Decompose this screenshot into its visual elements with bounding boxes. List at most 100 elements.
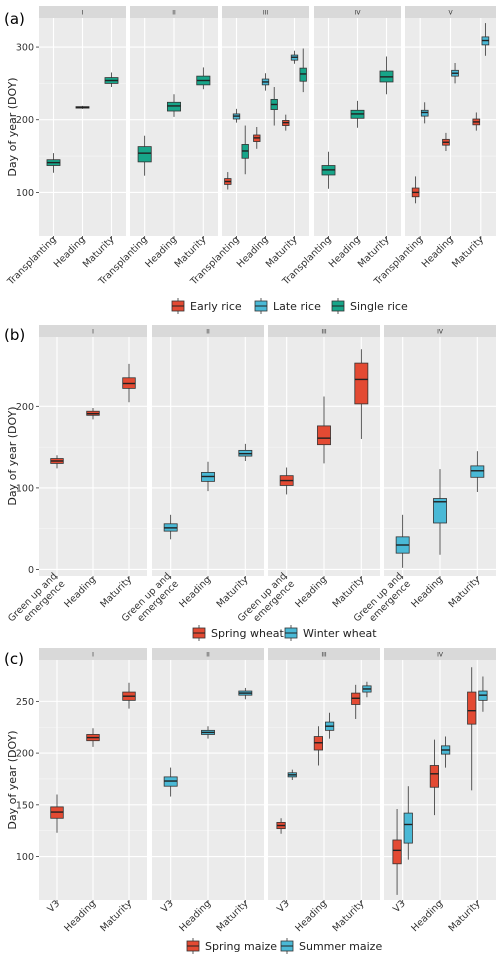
category-label: Heading [420,234,456,270]
category-label: Heading [177,574,213,610]
box-mark [429,739,440,816]
facet-label: V [448,10,453,17]
facet-strip [405,6,496,18]
box-mark [321,151,336,189]
facet-label: IV [437,652,444,659]
category-label: Heading [62,898,98,934]
box-mark [163,514,178,540]
box [403,812,413,844]
box-mark [261,73,270,91]
box-mark [238,443,253,461]
box-mark [276,818,286,834]
box-mark [481,23,490,56]
category-label: Heading [409,898,445,934]
facet-strip [314,6,401,18]
box-mark [317,396,331,464]
facet-label: III [321,652,327,659]
box-mark [201,461,215,492]
category-label: Heading [62,574,98,610]
category-label: Maturity [447,574,483,610]
facet-strip [268,325,380,337]
y-tick-label: 200 [16,402,34,413]
y-tick-label: 250 [16,697,34,708]
box-mark [137,135,152,176]
panel-label: (b) [4,326,25,344]
box-mark [282,114,290,131]
legend-label: Single rice [350,300,408,313]
facet-label: III [321,329,327,336]
y-tick-label: 100 [16,483,34,494]
category-label: Transplanting [5,234,59,288]
legend-label: Spring wheat [211,627,284,640]
box-mark [232,108,241,123]
legend-label: Early rice [190,300,242,313]
box-mark [392,808,402,895]
box-mark [324,712,335,739]
category-label: Maturity [331,898,367,934]
facet-strip [384,648,496,660]
box-mark [163,767,178,797]
y-axis-label: Day of year (DOY) [6,406,19,505]
facet-label: IV [355,10,362,17]
facet-strip [222,6,309,18]
facet-label: I [92,652,94,659]
facet-strip [39,6,126,18]
panel-label: (a) [4,10,25,28]
box [470,465,485,478]
box-mark [350,100,365,128]
box-mark [379,56,394,95]
box-mark [299,48,307,93]
box-mark [86,728,100,747]
category-label: V3 [275,898,292,915]
box-mark [451,63,459,84]
box-mark [440,736,451,768]
legend-label: Summer maize [299,940,382,953]
category-label: Maturity [331,574,367,610]
legend-label: Winter wheat [303,627,377,640]
box-mark [50,455,64,469]
category-label: Heading [177,898,213,934]
box-mark [270,87,278,126]
box [420,109,429,117]
y-tick-label: 100 [16,188,34,199]
box-mark [290,50,299,64]
box [467,691,477,725]
category-label: Heading [293,574,329,610]
box-mark [433,469,447,555]
facet-strip [130,6,218,18]
box-mark [50,794,64,833]
box-mark [166,94,181,117]
box [137,146,152,163]
box-mark [403,786,413,860]
box-mark [287,769,297,780]
facet-strip [39,325,147,337]
facet-label: II [206,329,210,336]
category-label: Heading [293,898,329,934]
box-mark [196,67,211,90]
box-mark [75,105,90,109]
facet-label: II [206,652,210,659]
y-tick-label: 200 [16,115,34,126]
category-label: Green up andemergence [6,571,67,632]
facet-strip [39,648,147,660]
category-label: Maturity [215,574,251,610]
box-mark [478,676,488,712]
y-axis-label: Day of year (DOY) [6,730,19,829]
facet-label: I [82,10,84,17]
box [354,362,369,405]
box-mark [46,153,61,173]
box-mark [122,363,136,403]
box-mark [279,467,294,495]
category-label: V3 [391,898,408,915]
box [166,101,181,112]
y-tick-label: 100 [16,852,34,863]
box-mark [313,726,324,766]
box-mark [467,667,477,791]
box-mark [201,726,215,739]
box-mark [104,72,119,88]
box-mark [420,102,429,124]
category-label: V3 [45,898,62,915]
legend-label: Late rice [273,300,321,313]
category-label: Maturity [98,574,134,610]
